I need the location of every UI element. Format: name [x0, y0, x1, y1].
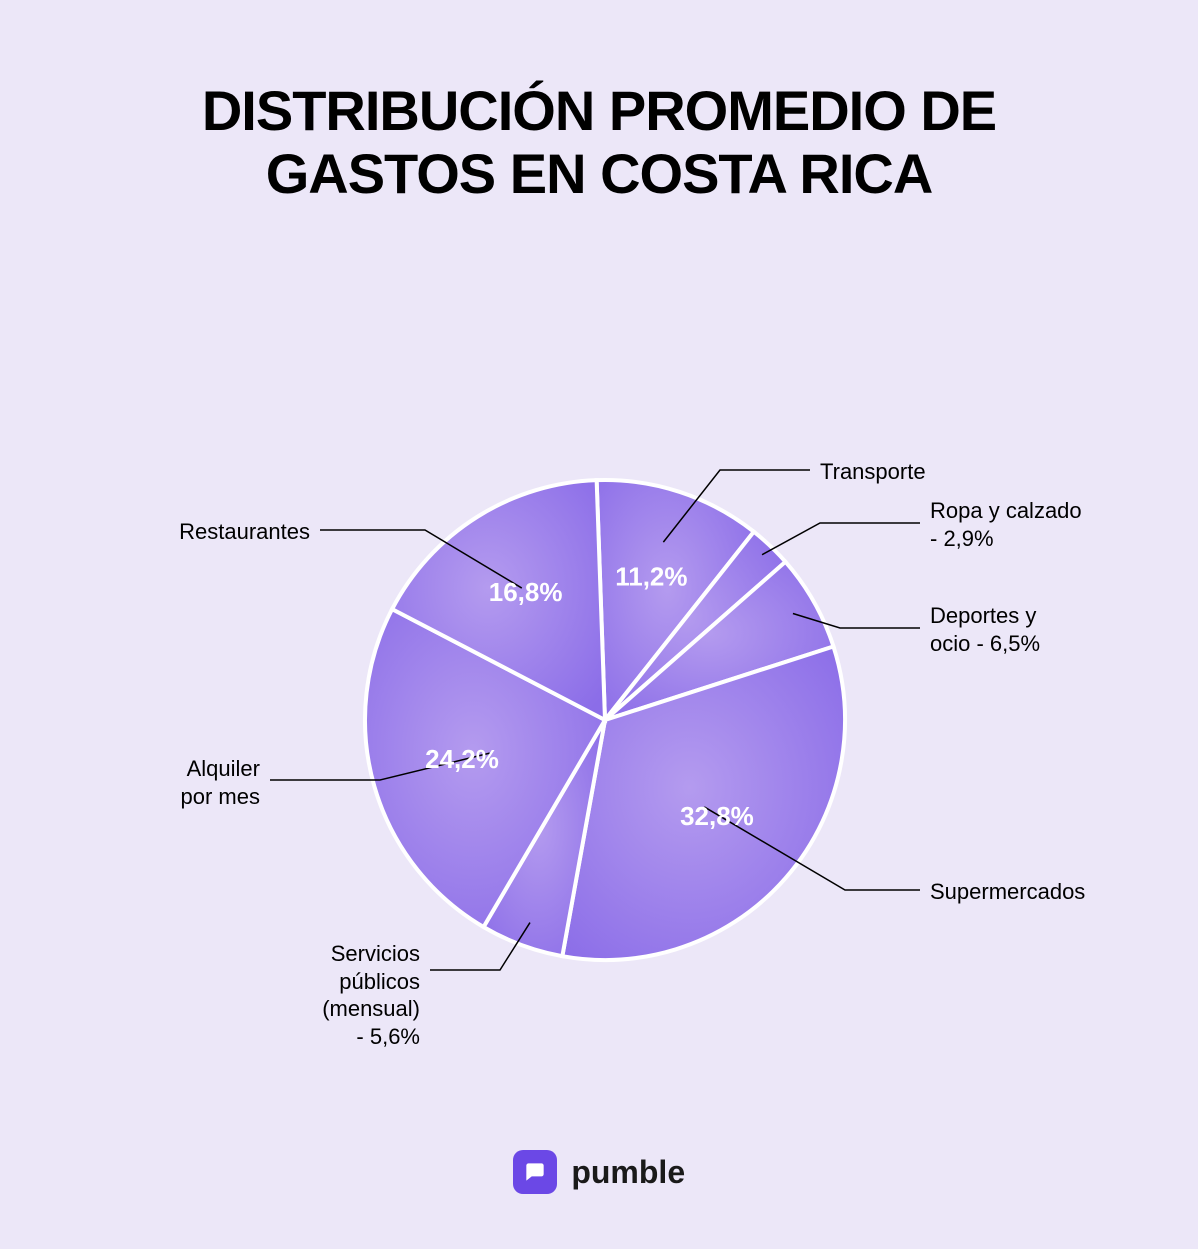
- inner-pct-alquiler: 24,2%: [425, 744, 499, 774]
- pumble-icon: [513, 1150, 557, 1194]
- inner-pct-transporte: 11,2%: [615, 561, 687, 591]
- chat-bubble-icon: [522, 1159, 548, 1185]
- leader-ropa: [762, 523, 920, 555]
- brand-logo: pumble: [0, 1150, 1198, 1194]
- logo-text: pumble: [571, 1154, 685, 1191]
- label-supermercados: Supermercados: [930, 878, 1085, 906]
- infographic-root: DISTRIBUCIÓN PROMEDIO DE GASTOS EN COSTA…: [0, 0, 1198, 1249]
- label-deportes: Deportes yocio - 6,5%: [930, 602, 1040, 657]
- label-servicios: Serviciospúblicos(mensual)- 5,6%: [322, 940, 420, 1050]
- inner-pct-supermercados: 32,8%: [680, 801, 754, 831]
- label-transporte: Transporte: [820, 458, 926, 486]
- label-alquiler: Alquilerpor mes: [181, 755, 260, 810]
- label-restaurantes: Restaurantes: [179, 518, 310, 546]
- pie-slices: [365, 480, 845, 960]
- label-ropa: Ropa y calzado- 2,9%: [930, 497, 1082, 552]
- inner-pct-restaurantes: 16,8%: [489, 577, 563, 607]
